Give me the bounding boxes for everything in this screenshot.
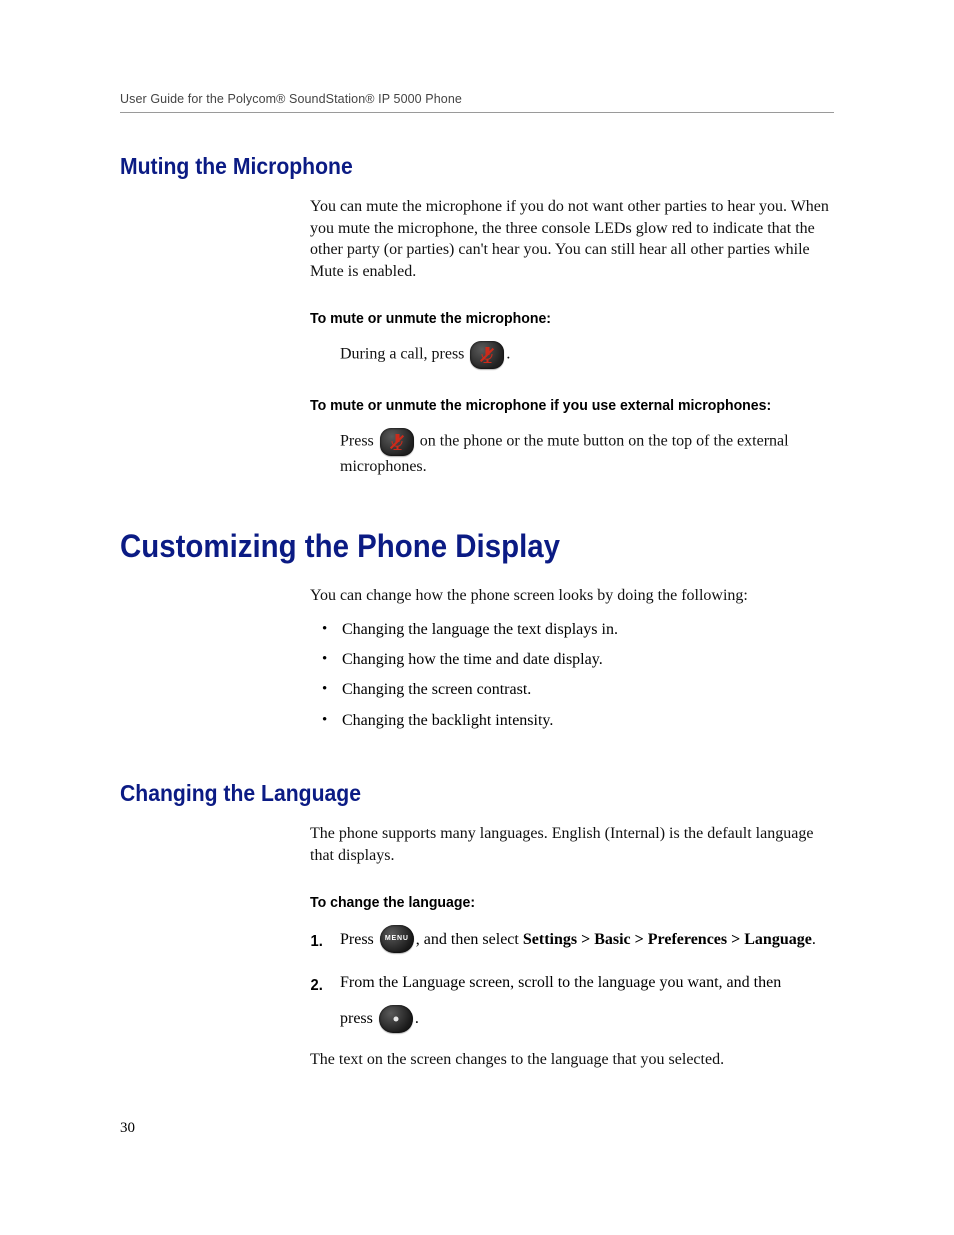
mute-intro-paragraph: You can mute the microphone if you do no… — [310, 196, 834, 282]
heading-customizing-display: Customizing the Phone Display — [120, 528, 777, 565]
heading-muting-microphone: Muting the Microphone — [120, 153, 777, 180]
subheading-mute-unmute: To mute or unmute the microphone: — [310, 310, 803, 327]
list-item: Changing the backlight intensity. — [324, 706, 834, 736]
page-number: 30 — [120, 1120, 135, 1137]
menu-path: Settings > Basic > Preferences > Languag… — [523, 926, 812, 953]
step2-pre-text: press — [340, 1005, 377, 1032]
lang-intro-paragraph: The phone supports many languages. Engli… — [310, 823, 834, 866]
step-1: 1. Press MENU , and then select Settings… — [310, 925, 834, 953]
step1-post-text: . — [812, 926, 816, 953]
list-item: Changing the language the text displays … — [324, 615, 834, 645]
mute1-post-text: . — [506, 346, 510, 363]
language-steps-list: 1. Press MENU , and then select Settings… — [310, 925, 834, 1032]
lang-outro-paragraph: The text on the screen changes to the la… — [310, 1049, 834, 1071]
step-number: 2. — [311, 972, 323, 999]
step2-line1: From the Language screen, scroll to the … — [340, 974, 781, 991]
custom-bullet-list: Changing the language the text displays … — [310, 615, 834, 737]
heading-changing-language: Changing the Language — [120, 780, 777, 807]
select-button-icon — [379, 1005, 413, 1033]
mute-instruction-1: During a call, press . — [310, 341, 834, 369]
mute-instruction-2: Press on the phone or the mute button on… — [310, 428, 834, 478]
running-header: User Guide for the Polycom® SoundStation… — [120, 92, 834, 113]
step1-mid-text: , and then select — [416, 926, 523, 953]
list-item: Changing the screen contrast. — [324, 675, 834, 705]
step-number: 1. — [311, 928, 323, 955]
step2-post-text: . — [415, 1005, 419, 1032]
menu-button-icon: MENU — [380, 925, 414, 953]
mute-button-icon — [380, 428, 414, 456]
custom-intro-paragraph: You can change how the phone screen look… — [310, 585, 834, 607]
step-2: 2. From the Language screen, scroll to t… — [310, 969, 834, 1032]
mute-button-icon — [470, 341, 504, 369]
subheading-change-language: To change the language: — [310, 894, 803, 911]
step1-pre-text: Press — [340, 926, 378, 953]
list-item: Changing how the time and date display. — [324, 645, 834, 675]
subheading-mute-external: To mute or unmute the microphone if you … — [310, 397, 803, 414]
mute1-pre-text: During a call, press — [340, 346, 468, 363]
mute2-pre-text: Press — [340, 433, 378, 450]
